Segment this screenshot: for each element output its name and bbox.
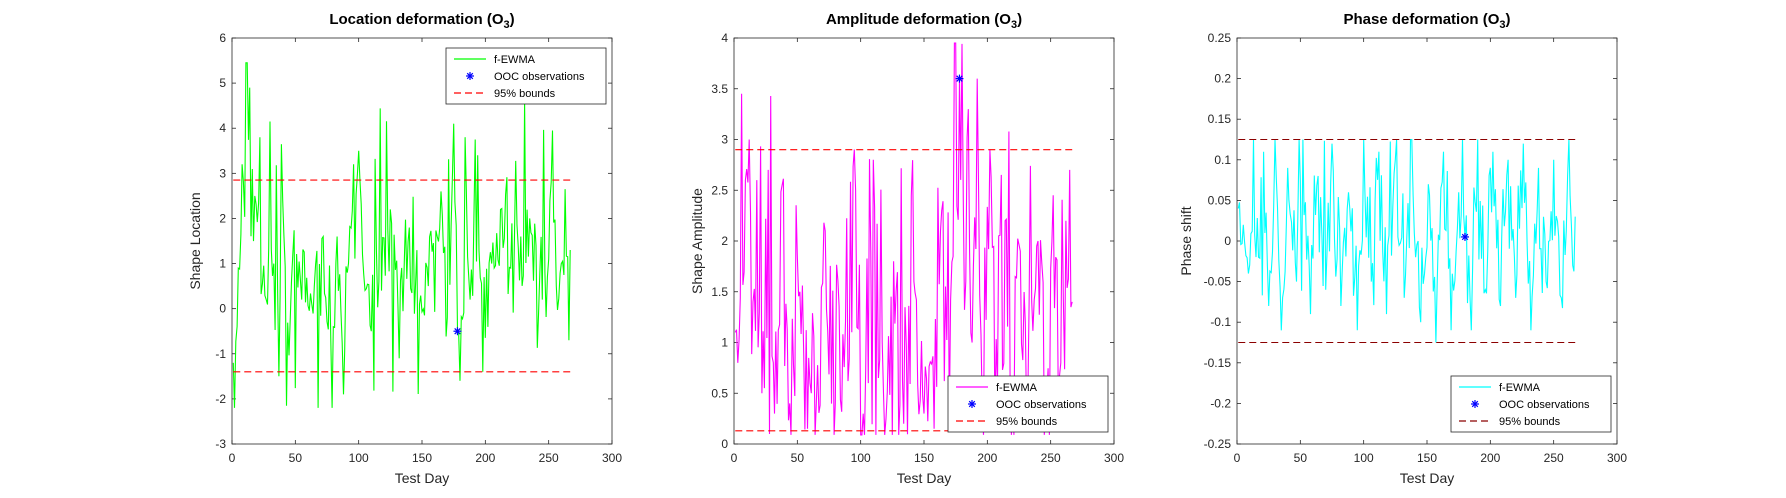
legend-label: OOC observations	[494, 71, 585, 83]
ooc-marker	[453, 327, 462, 336]
y-tick-label: -3	[215, 437, 226, 451]
chart-title: Location deformation (O3)	[329, 11, 514, 31]
x-tick-label: 50	[289, 451, 303, 465]
y-tick-label: -0.05	[1204, 275, 1232, 289]
legend-ooc-stroke	[466, 72, 474, 80]
x-tick-label: 100	[851, 451, 871, 465]
ooc-marker-stroke	[454, 327, 461, 335]
y-tick-label: 0.1	[1214, 153, 1231, 167]
x-tick-label: 0	[1234, 451, 1241, 465]
series-line-f-ewma	[734, 42, 1073, 436]
y-tick-label: 1.5	[711, 285, 728, 299]
x-tick-label: 300	[602, 451, 622, 465]
y-tick-label: 2	[721, 234, 728, 248]
legend-label: f-EWMA	[1499, 382, 1541, 394]
y-tick-label: -1	[215, 347, 226, 361]
x-axis-label: Test Day	[897, 470, 951, 486]
series-line-f-ewma	[232, 62, 571, 408]
chart-panel-3: 0 50 100 150 200 250 300 -0.25 -0.2 -0.15 -0.1 -0.0…	[1178, 11, 1627, 486]
legend-ooc-stroke	[1471, 400, 1479, 408]
x-tick-label: 200	[977, 451, 997, 465]
y-tick-label: 0.5	[711, 386, 728, 400]
chart-panel-1: 0 50 100 150 200 250 300 -3 -2 -1 0 1 2 3 4 5 6 Test Day S…	[187, 11, 622, 486]
y-tick-label: 0	[1224, 234, 1231, 248]
x-tick-label: 0	[229, 451, 236, 465]
legend: f-EWMA OOC observations 95% bounds	[445, 47, 607, 105]
x-axis-label: Test Day	[1400, 470, 1454, 486]
legend: f-EWMA OOC observations 95% bounds	[947, 375, 1109, 433]
y-tick-label: -0.15	[1204, 356, 1232, 370]
y-tick-label: 4	[219, 121, 226, 135]
series-line-f-ewma	[1237, 138, 1576, 343]
x-tick-label: 150	[914, 451, 934, 465]
x-tick-label: 250	[1544, 451, 1564, 465]
y-tick-label: -0.25	[1204, 437, 1232, 451]
x-tick-label: 50	[791, 451, 805, 465]
x-tick-label: 200	[1480, 451, 1500, 465]
ooc-marker-stroke	[956, 75, 963, 82]
ooc-marker-stroke	[1461, 233, 1469, 241]
y-tick-label: 5	[219, 76, 226, 90]
legend-label: 95% bounds	[1499, 416, 1561, 428]
x-tick-label: 150	[1417, 451, 1437, 465]
legend-label: 95% bounds	[494, 88, 556, 100]
y-tick-label: 4	[721, 31, 728, 45]
legend-ooc-swatch	[968, 400, 976, 408]
y-tick-label: 1	[721, 336, 728, 350]
x-tick-label: 50	[1294, 451, 1308, 465]
y-tick-label: 1	[219, 257, 226, 271]
y-tick-label: 0.2	[1214, 72, 1231, 86]
x-tick-label: 100	[1354, 451, 1374, 465]
x-tick-label: 100	[349, 451, 369, 465]
x-tick-label: 300	[1607, 451, 1627, 465]
y-tick-label: 3	[721, 133, 728, 147]
y-tick-label: 2	[219, 211, 226, 225]
y-tick-label: 0.25	[1208, 31, 1232, 45]
y-tick-label: 0.05	[1208, 193, 1232, 207]
y-axis-label: Shape Amplitude	[689, 188, 705, 294]
chart-title: Phase deformation (O3)	[1344, 11, 1511, 31]
y-axis-label: Shape Location	[187, 192, 203, 289]
y-tick-label: -0.2	[1210, 396, 1231, 410]
legend-label: 95% bounds	[996, 416, 1058, 428]
x-tick-label: 200	[475, 451, 495, 465]
y-tick-label: 3.5	[711, 82, 728, 96]
y-tick-label: 0	[219, 302, 226, 316]
legend-label: f-EWMA	[494, 54, 536, 66]
x-tick-label: 250	[1041, 451, 1061, 465]
x-tick-label: 250	[539, 451, 559, 465]
ooc-marker	[1461, 232, 1469, 241]
y-tick-label: 2.5	[711, 183, 728, 197]
ooc-marker	[955, 74, 964, 83]
legend-label: OOC observations	[996, 399, 1087, 411]
x-tick-label: 300	[1104, 451, 1124, 465]
chart-panel-2: 0 50 100 150 200 250 300 0 0.5 1 1.5 2 2.5 3 3.5 4 Test …	[689, 11, 1124, 486]
chart-title: Amplitude deformation (O3)	[826, 11, 1022, 31]
x-tick-label: 0	[731, 451, 738, 465]
legend-label: OOC observations	[1499, 399, 1590, 411]
y-tick-label: -0.1	[1210, 315, 1231, 329]
legend-ooc-swatch	[466, 72, 474, 80]
y-axis-label: Phase shift	[1178, 206, 1194, 275]
y-tick-label: -2	[215, 392, 226, 406]
y-tick-label: 3	[219, 166, 226, 180]
y-tick-label: 0.15	[1208, 112, 1232, 126]
legend-ooc-stroke	[968, 400, 976, 408]
y-tick-label: 6	[219, 31, 226, 45]
y-tick-label: 0	[721, 437, 728, 451]
x-tick-label: 150	[412, 451, 432, 465]
legend-label: f-EWMA	[996, 382, 1038, 394]
legend: f-EWMA OOC observations 95% bounds	[1450, 375, 1612, 433]
legend-ooc-swatch	[1471, 400, 1479, 408]
x-axis-label: Test Day	[395, 470, 449, 486]
